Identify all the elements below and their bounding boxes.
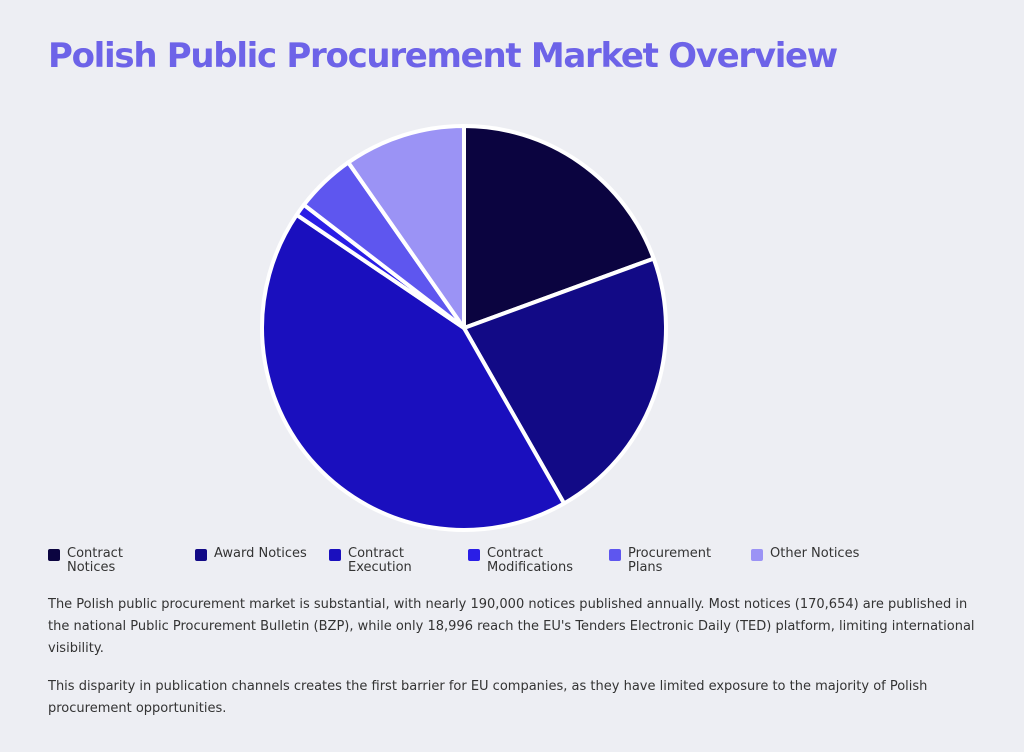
legend-item-award-notices: Award Notices xyxy=(195,547,307,561)
legend-item-contract-execution: Contract Execution xyxy=(329,547,412,575)
pie-chart xyxy=(260,124,668,532)
legend-item-other-notices: Other Notices xyxy=(751,547,859,561)
legend-label: Other Notices xyxy=(770,546,860,561)
legend-label: Procurement Plans xyxy=(628,546,712,575)
legend-label: Contract Execution xyxy=(348,546,412,575)
pie-slice-contract-notices xyxy=(462,124,656,330)
legend-swatch xyxy=(329,549,341,561)
legend-label: Contract Modifications xyxy=(487,546,574,575)
legend-swatch xyxy=(609,549,621,561)
legend-swatch xyxy=(48,549,60,561)
pie-slice-contract-execution xyxy=(260,212,567,532)
page-title: Polish Public Procurement Market Overvie… xyxy=(48,36,838,76)
chart-legend: Contract Notices Award Notices Contract Exec… xyxy=(48,547,948,583)
legend-label: Award Notices xyxy=(214,546,307,561)
pie-slice-award-notices xyxy=(462,256,668,506)
legend-swatch xyxy=(195,549,207,561)
legend-item-contract-notices: Contract Notices xyxy=(48,547,123,575)
description-paragraph-1: The Polish public procurement market is … xyxy=(48,597,975,656)
legend-label: Contract Notices xyxy=(67,546,123,575)
pie-slice-other-notices xyxy=(346,124,466,330)
description-paragraph-2: This disparity in publication channels c… xyxy=(48,679,928,716)
legend-swatch xyxy=(468,549,480,561)
legend-item-contract-modifications: Contract Modifications xyxy=(468,547,573,575)
legend-swatch xyxy=(751,549,763,561)
legend-item-procurement-plans: Procurement Plans xyxy=(609,547,711,575)
